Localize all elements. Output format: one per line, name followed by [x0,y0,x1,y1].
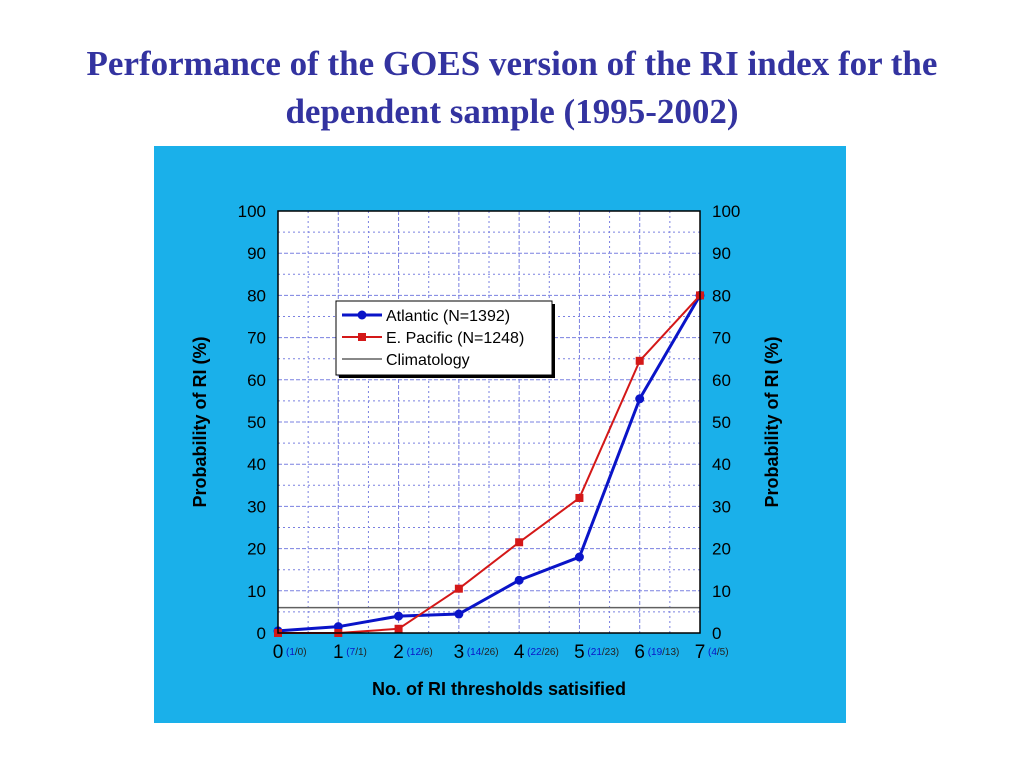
x-axis-label: No. of RI thresholds satisified [372,679,626,699]
y-axis-label-right: Probability of RI (%) [762,336,782,507]
sample-count-pacific: /0) [295,647,307,658]
slide-title-line1: Performance of the GOES version of the R… [86,44,938,83]
y-tick-label-left: 10 [247,582,266,601]
y-tick-label-right: 30 [712,497,731,516]
sample-count-pacific: /13) [662,647,679,658]
sample-count-pacific: /26) [542,647,559,658]
y-tick-label-left: 40 [247,455,266,474]
sample-count-pacific: /6) [421,647,433,658]
sample-count-atlantic: (14 [467,647,482,658]
x-tick-label: 4 [514,642,525,663]
y-tick-label-right: 100 [712,202,740,221]
plot-area-frame [277,210,701,634]
sample-count-pacific: /1) [355,647,367,658]
y-tick-label-right: 80 [712,286,731,305]
y-tick-label-left: 60 [247,371,266,390]
sample-count-pacific: /23) [602,647,619,658]
x-tick-label: 2 [393,642,404,663]
slide-title-line2: dependent sample (1995-2002) [285,92,739,131]
x-tick-label: 0 [273,642,284,663]
y-tick-labels-right: 0 10 20 30 40 50 60 70 80 90 100 [712,202,740,643]
y-tick-label-right: 10 [712,582,731,601]
y-tick-label-left: 100 [238,202,266,221]
sample-count-atlantic: (21 [587,647,602,658]
y-tick-label-left: 80 [247,286,266,305]
data-point-pacific [394,624,403,633]
sample-count-atlantic: (7 [346,647,355,658]
y-tick-label-right: 70 [712,329,731,348]
data-point-pacific [515,538,524,547]
data-point-atlantic [454,609,464,619]
y-tick-labels-left: 0 10 20 30 40 50 60 70 80 90 100 [238,202,266,643]
sample-count-label: (21/23) [587,647,619,658]
x-tick-label: 5 [574,642,585,663]
data-point-atlantic [635,394,645,404]
y-tick-label-right: 0 [712,624,721,643]
y-tick-label-right: 60 [712,371,731,390]
legend-atlantic-marker [357,310,367,320]
sample-count-label: (1/0) [286,647,307,658]
data-point-atlantic [574,552,584,562]
y-tick-label-right: 90 [712,244,731,263]
sample-count-label: (22/26) [527,647,559,658]
y-tick-label-left: 20 [247,540,266,559]
sample-count-atlantic: (12 [407,647,422,658]
legend-pacific-marker [358,333,366,341]
sample-count-atlantic: (22 [527,647,542,658]
sample-count-label: (14/26) [467,647,499,658]
y-tick-label-left: 0 [257,624,266,643]
y-tick-label-right: 50 [712,413,731,432]
x-tick-label: 1 [333,642,344,663]
sample-count-label: (12/6) [407,647,433,658]
x-tick-labels: 0 (1/0) 1 (7/1) 2 (12/6) 3 (14/26) 4 (22/26) 5 (21/… [273,642,729,663]
y-tick-label-left: 90 [247,244,266,263]
data-point-pacific [454,584,463,593]
sample-count-pacific: /26) [481,647,498,658]
data-point-atlantic [394,611,404,621]
sample-count-atlantic: (1 [286,647,295,658]
data-point-pacific [635,356,644,365]
legend-atlantic-label: Atlantic (N=1392) [386,308,510,325]
sample-count-atlantic: (4 [708,647,717,658]
x-tick-label: 6 [634,642,645,663]
sample-count-label: (4/5) [708,647,729,658]
legend-climatology-label: Climatology [386,352,470,369]
legend-pacific-label: E. Pacific (N=1248) [386,330,524,347]
y-tick-label-left: 70 [247,329,266,348]
sample-count-pacific: /5) [717,647,729,658]
data-point-atlantic [514,575,524,585]
chart-panel: 0 10 20 30 40 50 60 70 80 90 100 0 10 20 30 40 50 60 70 80… [154,146,846,723]
sample-count-atlantic: (19 [648,647,663,658]
sample-count-label: (19/13) [648,647,680,658]
slide-title: Performance of the GOES version of the R… [0,40,1024,136]
legend: Atlantic (N=1392) E. Pacific (N=1248) Cl… [335,300,555,378]
y-axis-label-left: Probability of RI (%) [190,336,210,507]
y-tick-label-right: 20 [712,540,731,559]
data-point-atlantic [333,622,343,632]
x-tick-label: 3 [454,642,465,663]
data-point-pacific [575,493,584,502]
y-tick-label-left: 30 [247,497,266,516]
sample-count-label: (7/1) [346,647,367,658]
x-tick-label: 7 [695,642,706,663]
y-tick-label-left: 50 [247,413,266,432]
series-line-atlantic [277,294,702,633]
y-tick-label-right: 40 [712,455,731,474]
